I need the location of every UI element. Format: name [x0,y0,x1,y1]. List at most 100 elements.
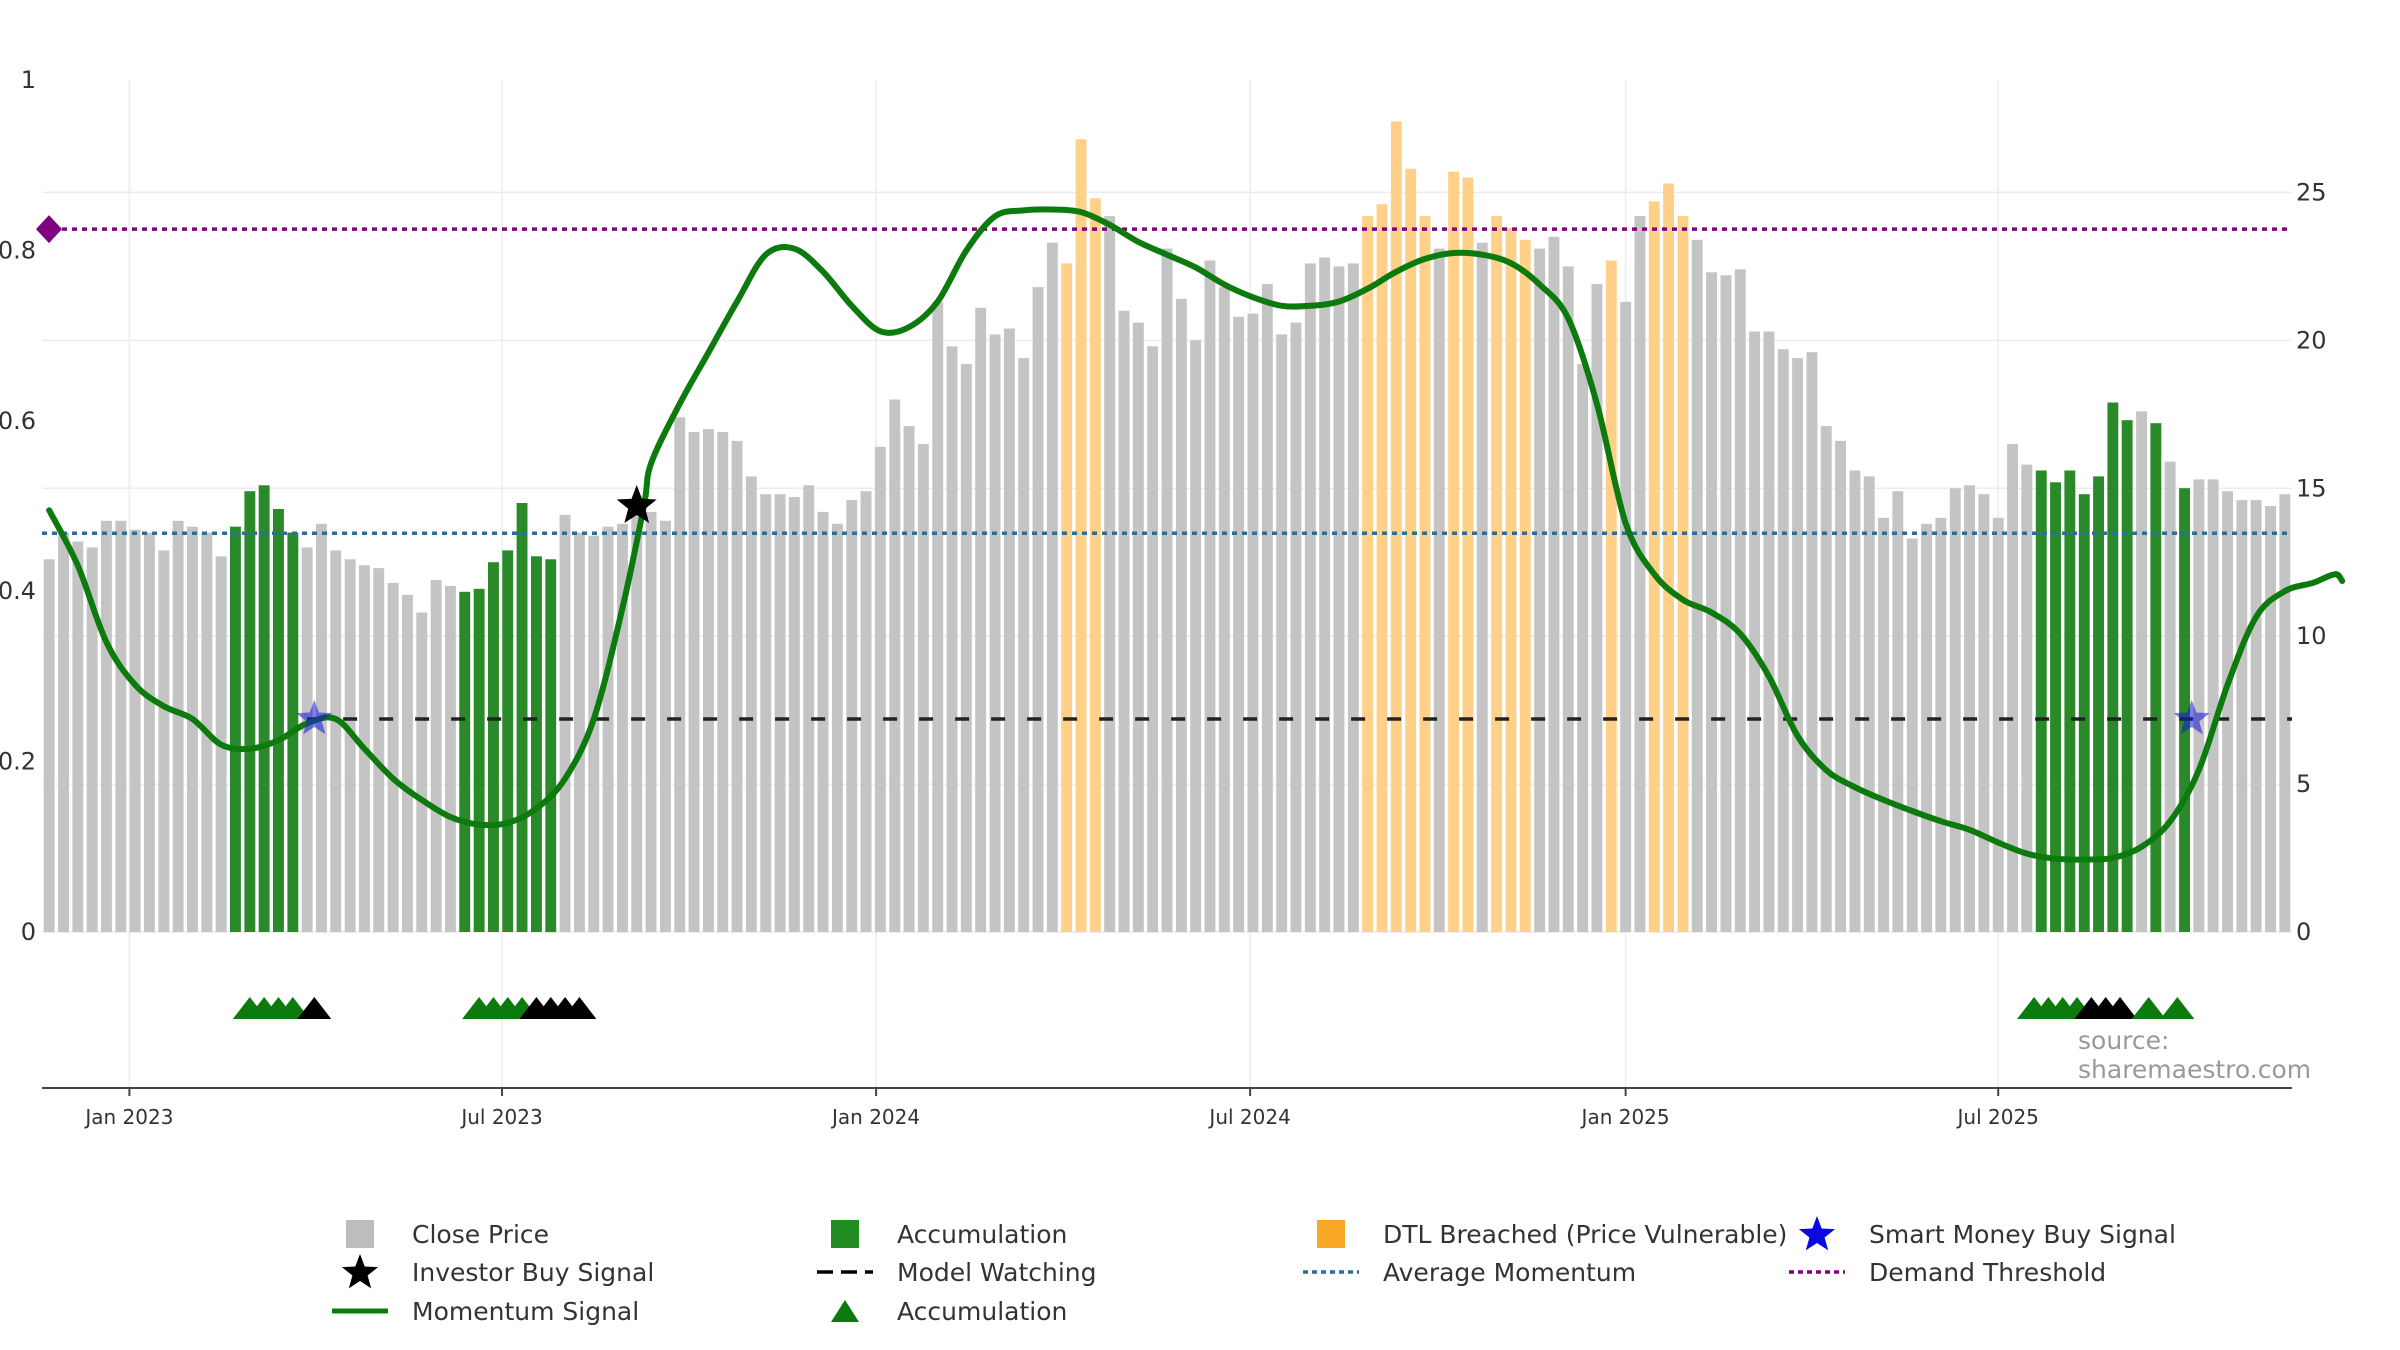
accumulation-bar [473,588,485,932]
accumulation-triangle [275,997,310,1019]
price-bar [2207,479,2219,932]
smart-money-buy-star [2173,700,2210,735]
price-bar [1806,352,1818,932]
left-tick-label: 0.2 [0,748,36,776]
accumulation-bar [2064,470,2076,932]
price-bar [1175,298,1187,932]
legend-label: Close Price [412,1219,550,1249]
legend-symbol [831,1300,859,1322]
signal-triangle-black [297,997,332,1019]
left-tick-label: 0 [21,918,36,946]
momentum-signal-line [46,206,2346,863]
legend-symbol [1789,1270,1845,1274]
price-bar [960,364,972,932]
legend-label: Model Watching [897,1257,1097,1287]
price-bar [717,432,729,932]
dtl-bar [1519,239,1531,933]
price-bar [1978,494,1990,932]
price-bar [58,532,69,932]
price-bar [72,541,84,932]
price-bar [2164,461,2176,932]
price-bar [1347,263,1359,932]
price-bar [1319,257,1331,932]
price-bar [1147,346,1159,933]
price-bar [1835,440,1846,932]
price-bar [903,426,915,932]
legend-symbol [341,1254,379,1289]
price-bar [574,532,585,932]
accumulation-triangles [232,997,2195,1019]
price-bar [1190,340,1202,932]
accumulation-bar [502,550,514,932]
price-bar [889,399,901,932]
price-bar [158,550,170,932]
price-bar [1003,328,1015,932]
smart-money-buy-star [296,700,333,735]
legend-label: Smart Money Buy Signal [1869,1219,2176,1249]
price-bar [2265,506,2276,932]
legend-label: Accumulation [897,1219,1068,1249]
accumulation-bar [488,562,499,932]
right-tick-label: 0 [2296,918,2311,946]
accumulation-bar [2179,488,2190,932]
x-tick-label: Jan 2024 [830,1105,920,1129]
legend-star [1798,1216,1836,1251]
source-label: source: sharemaestro.com [2078,1026,2312,1084]
legend-item: Model Watching [815,1253,1097,1291]
dtl-bar [1089,198,1101,933]
price-bars [43,121,2291,933]
price-bar [1247,313,1259,932]
accumulation-triangle [2131,997,2166,1019]
price-bar [788,497,800,932]
price-bar [688,432,700,932]
accumulation-bar [2078,494,2090,932]
price-bar [1304,263,1316,932]
accumulation-bar [2050,482,2061,932]
accumulation-bar [2093,476,2104,932]
price-bar [1691,239,1703,933]
price-bar [1290,322,1302,933]
legend: Close Price Accumulation DTL Breached (Pri… [330,1215,2230,1335]
price-bar [1763,331,1775,932]
price-bar [1261,284,1273,933]
legend-label: Investor Buy Signal [412,1257,655,1287]
price-bar [1992,517,2004,932]
legend-item: Close Price [330,1215,549,1253]
price-bar [373,568,385,932]
legend-triangle [831,1300,859,1322]
price-bar [1878,517,1889,932]
legend-symbol [346,1220,374,1248]
price-bar [932,301,944,932]
price-bar [1548,236,1560,933]
price-bar [1720,275,1732,932]
price-bar [660,520,671,932]
price-bar [2279,494,2291,932]
price-bar [774,494,786,932]
legend-symbol [1317,1220,1345,1248]
price-bar [559,514,571,932]
price-bar [2193,479,2205,932]
price-bar [43,559,55,933]
price-bar [1433,248,1445,933]
price-bar [172,520,184,932]
price-bar [416,612,428,932]
price-bar [129,529,141,932]
legend-label: Average Momentum [1383,1257,1637,1287]
price-bar [115,520,127,932]
price-bar [1863,476,1875,932]
signal-triangle-black [2103,997,2138,1019]
accumulation-bar [230,526,241,932]
price-bar [330,550,342,932]
dtl-bar [1061,263,1073,932]
dtl-bar [1405,168,1417,933]
price-bar [2222,491,2233,932]
price-bar [2021,464,2033,932]
price-bar [2007,443,2018,932]
reference-lines [36,215,2292,721]
price-bar [1233,316,1245,932]
dtl-bar [1390,121,1402,932]
legend-star [341,1254,379,1289]
price-bar [301,547,313,932]
price-bar [917,443,929,932]
